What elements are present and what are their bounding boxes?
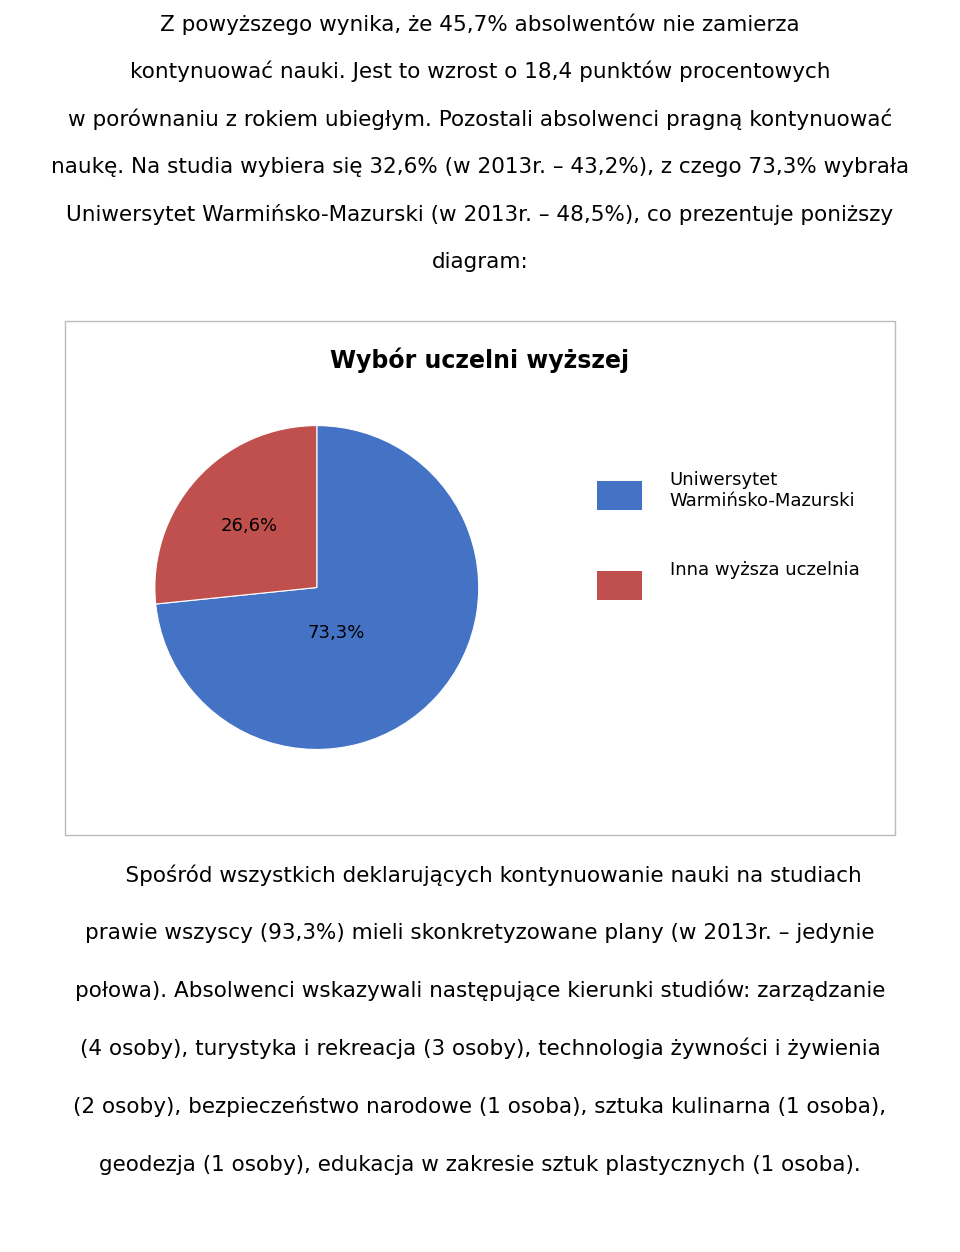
Wedge shape bbox=[155, 426, 317, 603]
Text: (4 osoby), turystyka i rekreacja (3 osoby), technologia żywności i żywienia: (4 osoby), turystyka i rekreacja (3 osob… bbox=[80, 1038, 880, 1059]
Text: Spośród wszystkich deklarujących kontynuowanie nauki na studiach: Spośród wszystkich deklarujących kontynu… bbox=[98, 864, 862, 885]
Text: połowa). Absolwenci wskazywali następujące kierunki studiów: zarządzanie: połowa). Absolwenci wskazywali następują… bbox=[75, 980, 885, 1002]
Wedge shape bbox=[156, 426, 479, 750]
Text: naukę. Na studia wybiera się 32,6% (w 2013r. – 43,2%), z czego 73,3% wybrała: naukę. Na studia wybiera się 32,6% (w 20… bbox=[51, 156, 909, 177]
Bar bbox=[597, 571, 642, 600]
Text: geodezja (1 osoby), edukacja w zakresie sztuk plastycznych (1 osoba).: geodezja (1 osoby), edukacja w zakresie … bbox=[99, 1154, 861, 1174]
Text: Warmińsko-Mazurski: Warmińsko-Mazurski bbox=[669, 492, 855, 510]
Text: Z powyższego wynika, że 45,7% absolwentów nie zamierza: Z powyższego wynika, że 45,7% absolwentó… bbox=[160, 13, 800, 35]
Text: (2 osoby), bezpieczeństwo narodowe (1 osoba), sztuka kulinarna (1 osoba),: (2 osoby), bezpieczeństwo narodowe (1 os… bbox=[73, 1097, 887, 1117]
Text: Wybór uczelni wyższej: Wybór uczelni wyższej bbox=[330, 347, 630, 373]
Bar bbox=[597, 481, 642, 510]
Text: 73,3%: 73,3% bbox=[307, 623, 365, 642]
Text: diagram:: diagram: bbox=[432, 253, 528, 272]
Text: kontynuować nauki. Jest to wzrost o 18,4 punktów procentowych: kontynuować nauki. Jest to wzrost o 18,4… bbox=[130, 61, 830, 83]
Text: Uniwersytet: Uniwersytet bbox=[669, 471, 778, 488]
Text: Inna wyższa uczelnia: Inna wyższa uczelnia bbox=[669, 561, 859, 578]
Text: w porównaniu z rokiem ubiegłym. Pozostali absolwenci pragną kontynuować: w porównaniu z rokiem ubiegłym. Pozostal… bbox=[68, 109, 892, 130]
Text: prawie wszyscy (93,3%) mieli skonkretyzowane plany (w 2013r. – jedynie: prawie wszyscy (93,3%) mieli skonkretyzo… bbox=[85, 923, 875, 943]
Text: Uniwersytet Warmińsko-Mazurski (w 2013r. – 48,5%), co prezentuje poniższy: Uniwersytet Warmińsko-Mazurski (w 2013r.… bbox=[66, 204, 894, 225]
Text: 26,6%: 26,6% bbox=[220, 517, 277, 535]
